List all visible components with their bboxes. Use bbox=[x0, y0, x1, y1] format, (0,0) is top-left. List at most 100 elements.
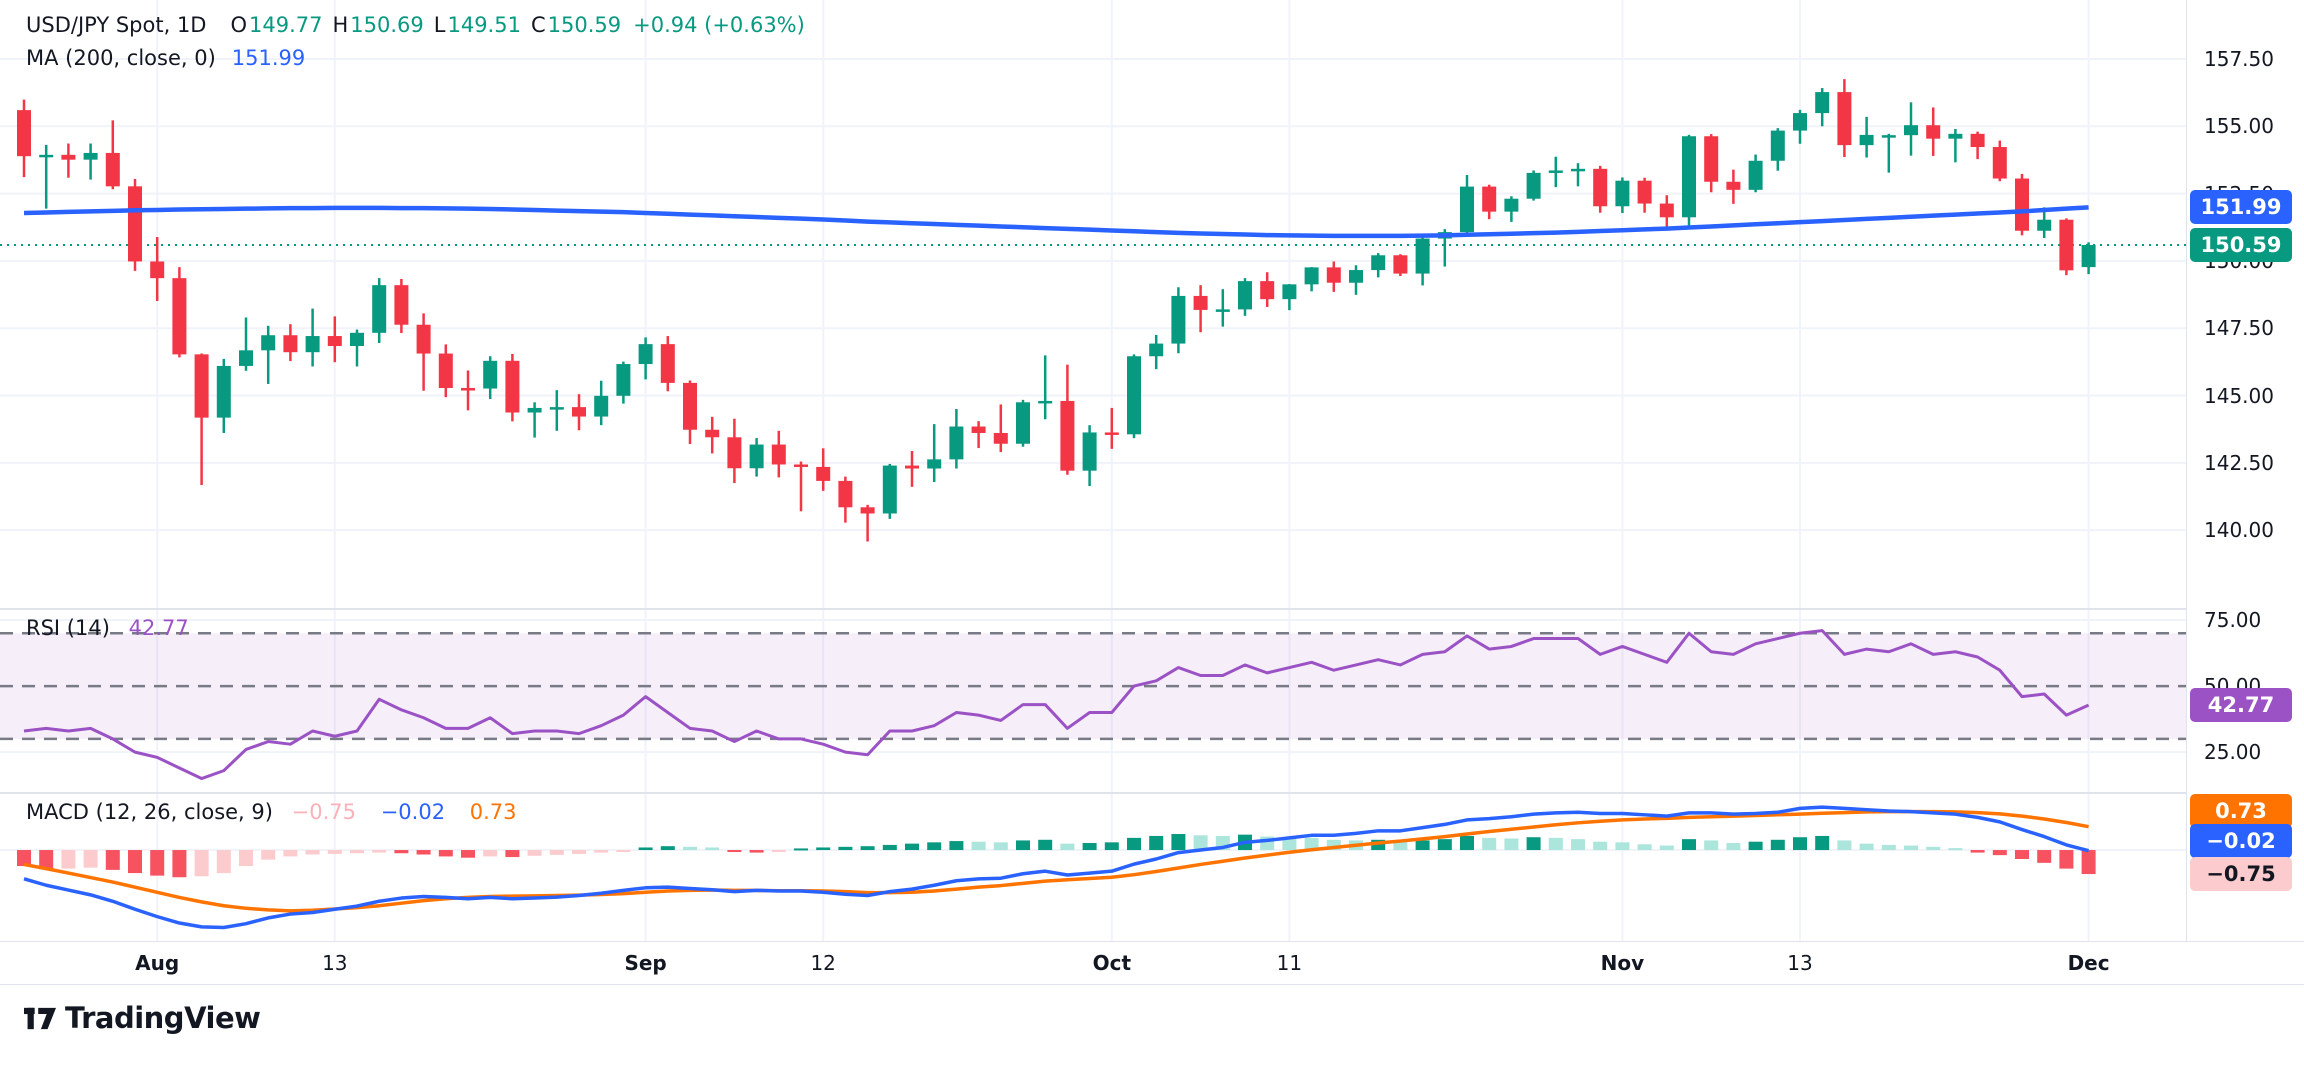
macd-histogram-bar bbox=[1992, 850, 2007, 856]
pane-separator-rsi[interactable] bbox=[0, 608, 2304, 610]
rsi-tick-label: 75.00 bbox=[2204, 608, 2262, 633]
candlestick bbox=[83, 152, 98, 160]
candlestick bbox=[838, 480, 853, 508]
close-value: 150.59 bbox=[547, 12, 622, 37]
candlestick bbox=[927, 459, 942, 469]
candlestick bbox=[172, 278, 187, 355]
ma-title[interactable]: MA (200, close, 0) bbox=[26, 45, 216, 70]
candlestick bbox=[438, 353, 453, 389]
candlestick bbox=[1104, 432, 1119, 435]
macd-histogram-bar bbox=[1637, 844, 1652, 851]
time-tick-label: Oct bbox=[1092, 951, 1132, 975]
candlestick bbox=[1282, 284, 1297, 300]
rsi-title[interactable]: RSI (14) bbox=[26, 616, 110, 640]
time-tick-label: 13 bbox=[322, 951, 348, 975]
tradingview-logo[interactable]: TradingView bbox=[24, 1001, 261, 1035]
candlestick bbox=[527, 407, 542, 413]
candlestick bbox=[17, 110, 31, 157]
legend-rsi: RSI (14) 42.77 bbox=[26, 616, 189, 640]
legend-ma-row: MA (200, close, 0) 151.99 bbox=[26, 41, 805, 74]
candlestick bbox=[1770, 130, 1785, 161]
macd-histogram-bar bbox=[549, 850, 564, 855]
macd-histogram-bar bbox=[660, 846, 675, 851]
time-axis[interactable]: Aug 13 Sep 12 Oct 11 Nov 13 Dec bbox=[0, 941, 2304, 985]
high-label: H bbox=[332, 12, 349, 37]
price-tick-label: 157.50 bbox=[2204, 46, 2274, 71]
macd-histogram-bar bbox=[1682, 839, 1696, 851]
candlestick bbox=[2015, 178, 2029, 231]
time-tick-label: Sep bbox=[624, 951, 667, 975]
low-label: L bbox=[433, 12, 446, 37]
candlestick bbox=[150, 261, 165, 279]
candlestick bbox=[683, 382, 697, 430]
candlestick bbox=[327, 336, 342, 347]
candlestick bbox=[2059, 219, 2074, 271]
candlestick bbox=[1016, 402, 1030, 444]
candlestick bbox=[705, 429, 720, 438]
rsi-value: 42.77 bbox=[128, 616, 189, 640]
candlestick bbox=[771, 444, 786, 465]
candlestick bbox=[1393, 255, 1408, 274]
candlestick bbox=[1526, 172, 1541, 199]
candlestick bbox=[1349, 270, 1363, 283]
candlestick bbox=[1260, 281, 1275, 300]
open-label: O bbox=[230, 12, 247, 37]
macd-histogram-bar bbox=[416, 850, 431, 855]
macd-histogram-bar bbox=[1304, 837, 1319, 851]
candlestick bbox=[1904, 125, 1918, 136]
candlestick bbox=[1193, 295, 1208, 310]
macd-histogram-bar bbox=[1859, 843, 1874, 851]
macd-histogram-bar bbox=[794, 848, 808, 851]
macd-histogram-bar bbox=[1815, 835, 1830, 851]
macd-histogram-bar bbox=[327, 850, 342, 854]
candlestick bbox=[1215, 309, 1230, 312]
candlestick bbox=[2037, 219, 2052, 231]
macd-histogram-bar bbox=[1482, 837, 1497, 851]
candlestick bbox=[727, 437, 742, 469]
candlestick bbox=[1238, 281, 1252, 310]
macd-histogram-bar bbox=[860, 846, 875, 851]
candlestick bbox=[261, 335, 276, 351]
macd-histogram-bar bbox=[1615, 842, 1630, 851]
macd-histogram-bar bbox=[216, 850, 231, 874]
macd-histogram-bar bbox=[1326, 839, 1341, 851]
macd-title[interactable]: MACD (12, 26, close, 9) bbox=[26, 800, 273, 824]
price-badge-ma: 151.99 bbox=[2190, 190, 2292, 225]
candlestick bbox=[993, 432, 1008, 444]
macd-hist-value: −0.75 bbox=[291, 800, 357, 824]
candlestick bbox=[1615, 180, 1630, 207]
macd-histogram-bar bbox=[2059, 850, 2074, 869]
candlestick bbox=[971, 426, 986, 433]
candlestick bbox=[1548, 170, 1563, 173]
candlestick bbox=[2081, 245, 2096, 268]
candlestick bbox=[1038, 400, 1053, 404]
macd-histogram-bar bbox=[1171, 834, 1186, 851]
candlestick bbox=[239, 350, 253, 366]
macd-histogram-bar bbox=[483, 850, 498, 857]
macd-histogram-bar bbox=[1060, 843, 1075, 851]
candlestick bbox=[572, 407, 586, 417]
price-tick-label: 147.50 bbox=[2204, 316, 2274, 341]
macd-histogram-bar bbox=[816, 847, 831, 851]
candlestick bbox=[1482, 186, 1497, 212]
candlestick bbox=[350, 332, 364, 347]
candlestick bbox=[305, 336, 320, 353]
candlestick bbox=[949, 426, 964, 460]
macd-histogram-bar bbox=[239, 850, 253, 867]
candlestick bbox=[416, 324, 431, 354]
candlestick bbox=[660, 344, 675, 383]
price-axis[interactable]: 157.50155.00152.50150.00147.50145.00142.… bbox=[2186, 0, 2304, 941]
chart-canvas[interactable] bbox=[0, 0, 2186, 941]
pane-separator-macd[interactable] bbox=[0, 792, 2304, 794]
symbol-title[interactable]: USD/JPY Spot, 1D bbox=[26, 12, 207, 37]
macd-histogram-bar bbox=[683, 846, 697, 851]
legend-main-row: USD/JPY Spot, 1D O 149.77 H 150.69 L 149.51… bbox=[26, 8, 805, 41]
macd-histogram-bar bbox=[172, 850, 187, 878]
candlestick bbox=[372, 285, 387, 333]
macd-histogram-bar bbox=[261, 850, 276, 860]
rsi-line bbox=[23, 629, 2090, 781]
candlestick bbox=[1304, 267, 1319, 285]
macd-histogram-bar bbox=[771, 850, 786, 853]
legend-macd: MACD (12, 26, close, 9) −0.75 −0.02 0.73 bbox=[26, 800, 517, 824]
candlestick bbox=[1815, 92, 1830, 114]
